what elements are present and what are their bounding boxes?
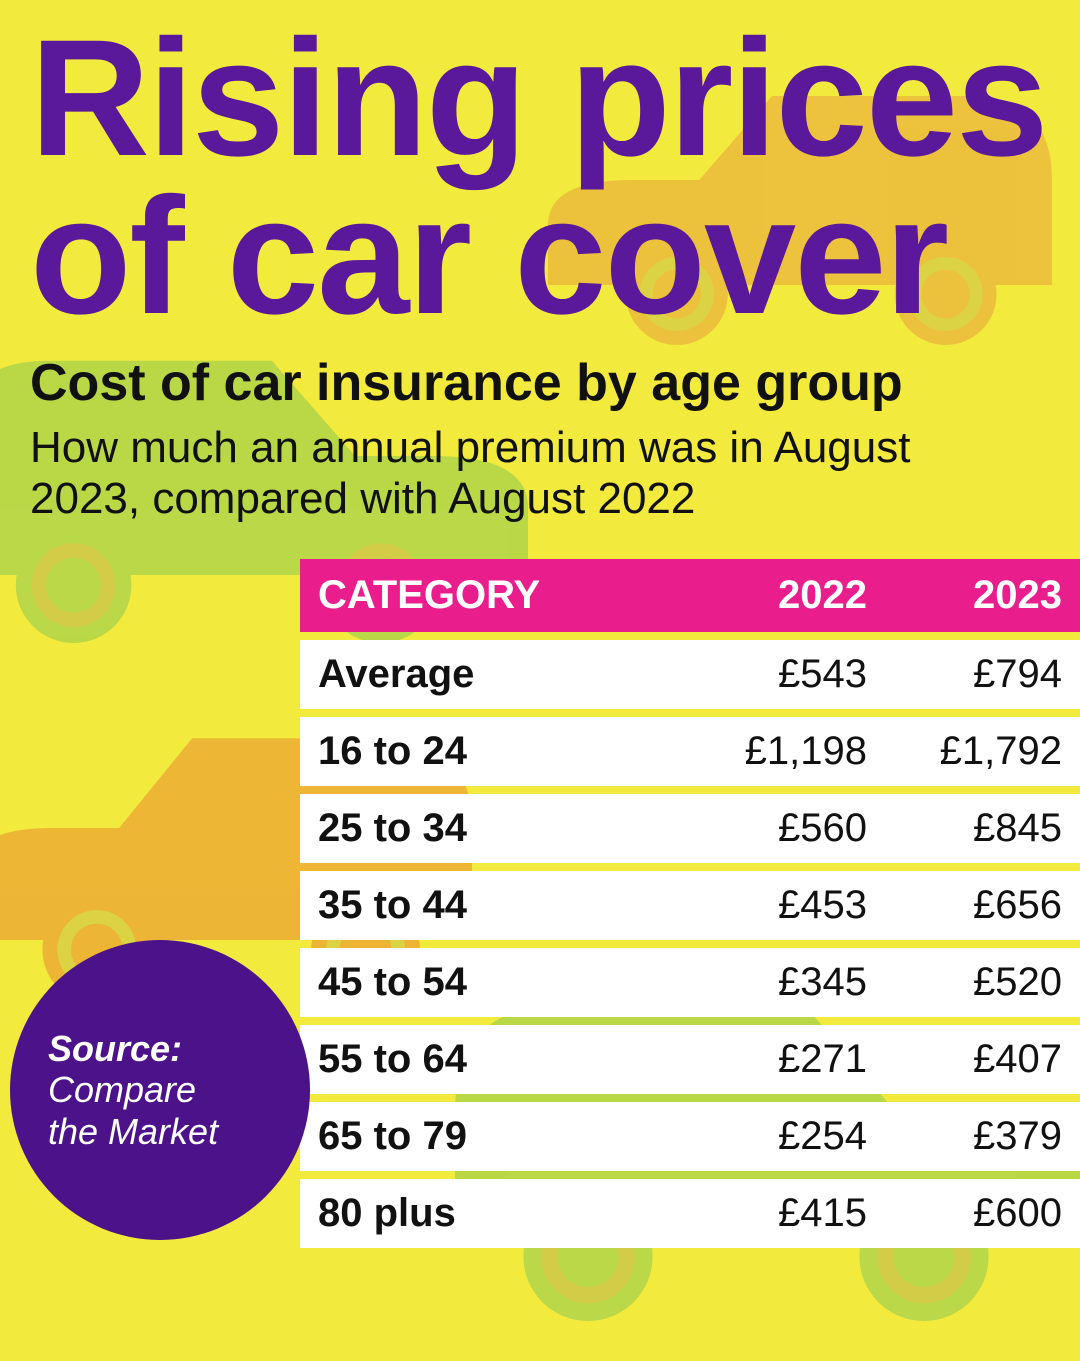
cell-2023: £379: [885, 1102, 1080, 1171]
source-badge: Source: Compare the Market: [10, 940, 310, 1240]
table-row: 25 to 34£560£845: [300, 794, 1080, 863]
table-header-row: CATEGORY 2022 2023: [300, 559, 1080, 632]
cell-2023: £520: [885, 948, 1080, 1017]
col-2022: 2022: [690, 559, 885, 632]
table-row: 45 to 54£345£520: [300, 948, 1080, 1017]
table-row: 55 to 64£271£407: [300, 1025, 1080, 1094]
cell-category: Average: [300, 640, 690, 709]
table-row: 16 to 24£1,198£1,792: [300, 717, 1080, 786]
cell-2023: £1,792: [885, 717, 1080, 786]
table-row: 65 to 79£254£379: [300, 1102, 1080, 1171]
cell-category: 35 to 44: [300, 871, 690, 940]
cell-2022: £1,198: [690, 717, 885, 786]
col-2023: 2023: [885, 559, 1080, 632]
cell-2023: £794: [885, 640, 1080, 709]
col-category: CATEGORY: [300, 559, 690, 632]
cell-category: 25 to 34: [300, 794, 690, 863]
cell-2023: £407: [885, 1025, 1080, 1094]
table-row: Average£543£794: [300, 640, 1080, 709]
cell-category: 80 plus: [300, 1179, 690, 1248]
cell-category: 65 to 79: [300, 1102, 690, 1171]
price-table: CATEGORY 2022 2023 Average£543£794 16 to …: [300, 551, 1080, 1256]
cell-2022: £345: [690, 948, 885, 1017]
cell-2023: £845: [885, 794, 1080, 863]
description: How much an annual premium was in August…: [30, 423, 1010, 524]
source-name-line2: the Market: [48, 1111, 310, 1152]
table-row: 80 plus£415£600: [300, 1179, 1080, 1248]
cell-2022: £543: [690, 640, 885, 709]
cell-2022: £453: [690, 871, 885, 940]
cell-category: 45 to 54: [300, 948, 690, 1017]
cell-2022: £254: [690, 1102, 885, 1171]
headline: Rising prices of car cover: [30, 20, 1050, 335]
cell-category: 16 to 24: [300, 717, 690, 786]
cell-2022: £271: [690, 1025, 885, 1094]
table-row: 35 to 44£453£656: [300, 871, 1080, 940]
subheading: Cost of car insurance by age group: [30, 353, 1050, 413]
cell-2022: £415: [690, 1179, 885, 1248]
cell-2023: £600: [885, 1179, 1080, 1248]
cell-2023: £656: [885, 871, 1080, 940]
cell-category: 55 to 64: [300, 1025, 690, 1094]
cell-2022: £560: [690, 794, 885, 863]
source-name-line1: Compare: [48, 1069, 310, 1110]
source-label: Source:: [48, 1028, 310, 1069]
